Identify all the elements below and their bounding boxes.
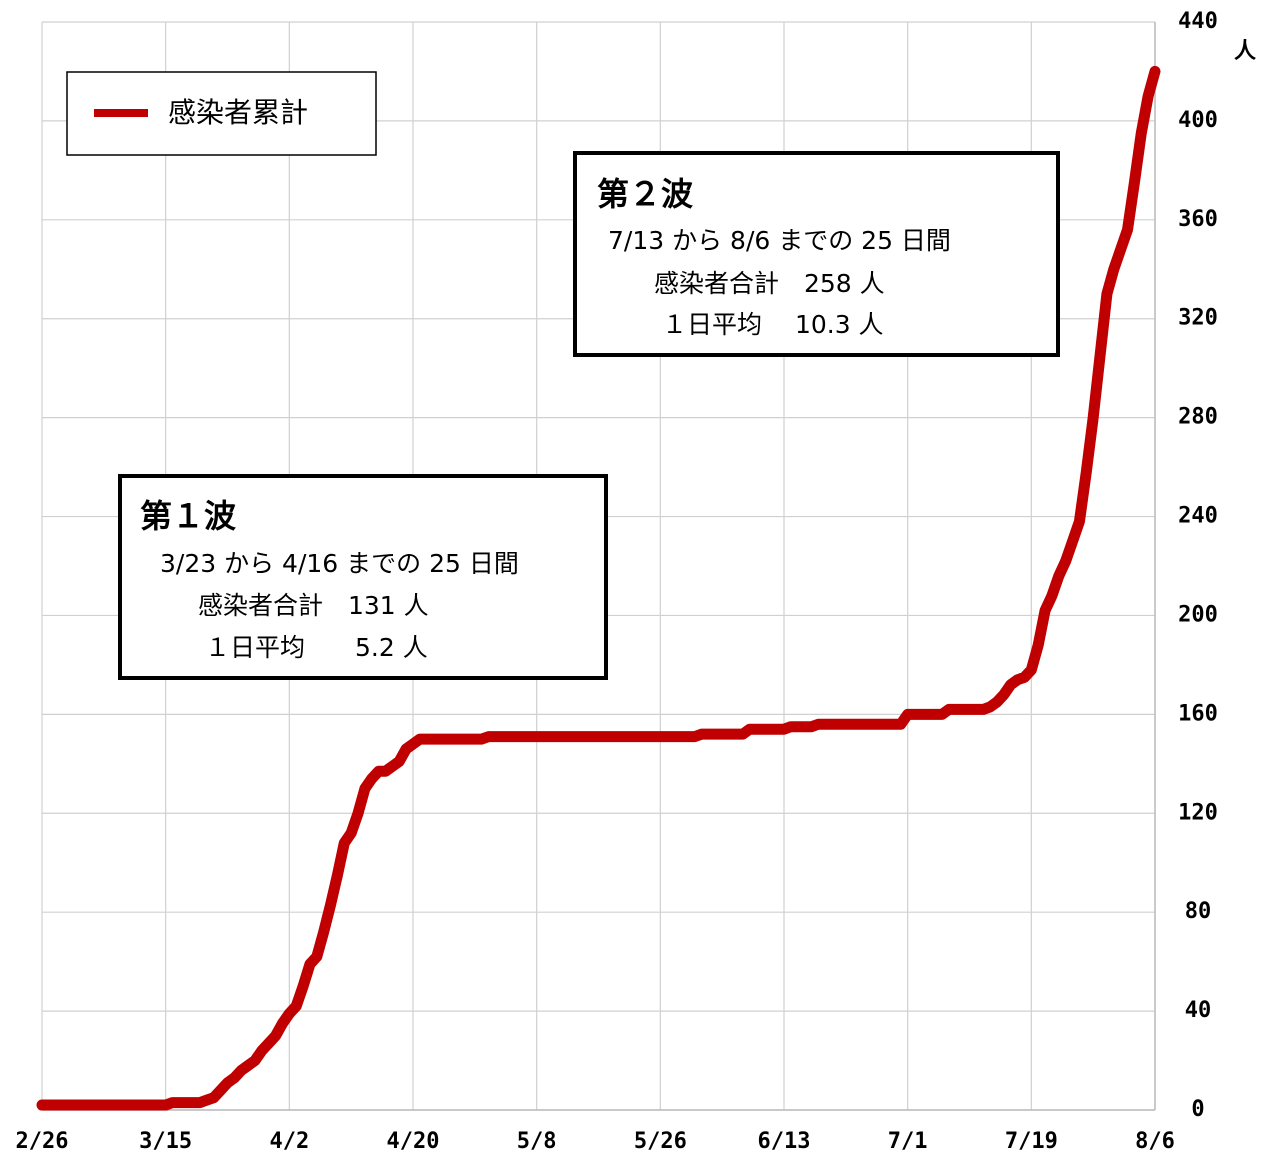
legend: 感染者累計: [66, 71, 377, 156]
annotation-text: 感染者合計 131 人: [198, 591, 429, 620]
x-tick-label: 7/1: [888, 1129, 928, 1154]
y-tick-label: 360: [1178, 207, 1218, 232]
plot: [36, 65, 1161, 1111]
x-tick-label: 2/26: [16, 1129, 69, 1154]
x-tick-label: 5/26: [634, 1129, 687, 1154]
y-unit: 人: [1234, 39, 1256, 64]
annotation-box: [118, 474, 608, 680]
x-tick-label: 8/6: [1135, 1129, 1175, 1154]
x-tick-label: 6/13: [758, 1129, 811, 1154]
x-tick-label: 5/8: [517, 1129, 557, 1154]
annotation-title: 第１波: [140, 497, 236, 535]
y-tick-label: 160: [1178, 701, 1218, 726]
data-line: [36, 65, 1161, 1111]
annotation-title: 第２波: [597, 175, 693, 213]
y-tick-label: 40: [1185, 998, 1212, 1023]
y-tick-label: 80: [1185, 899, 1212, 924]
y-tick-label: 280: [1178, 405, 1218, 430]
y-tick-label: 0: [1191, 1097, 1204, 1122]
annotation-text: 感染者合計 258 人: [654, 269, 885, 298]
annotation-box: [573, 151, 1060, 357]
annotation-text: １日平均 10.3 人: [662, 310, 884, 339]
y-tick-label: 400: [1178, 108, 1218, 133]
annotation: 第１波 3/23 から 4/16 までの 25 日間 感染者合計 131 人 １…: [118, 474, 608, 680]
y-tick-label: 200: [1178, 602, 1218, 627]
y-tick-label: 440: [1178, 9, 1218, 34]
x-tick-label: 4/2: [269, 1129, 309, 1154]
annotation-text: １日平均 5.2 人: [205, 633, 428, 662]
y-tick-label: 320: [1178, 306, 1218, 331]
annotation: 第２波 7/13 から 8/6 までの 25 日間 感染者合計 258 人 １日…: [573, 151, 1060, 357]
x-tick-label: 3/15: [139, 1129, 192, 1154]
y-tick-label: 240: [1178, 504, 1218, 529]
legend-label: 感染者累計: [168, 96, 308, 129]
y-tick-label: 120: [1178, 800, 1218, 825]
annotation-text: 3/23 から 4/16 までの 25 日間: [160, 549, 519, 578]
annotation-text: 7/13 から 8/6 までの 25 日間: [608, 226, 951, 255]
x-tick-label: 7/19: [1005, 1129, 1058, 1154]
x-tick-label: 4/20: [387, 1129, 440, 1154]
